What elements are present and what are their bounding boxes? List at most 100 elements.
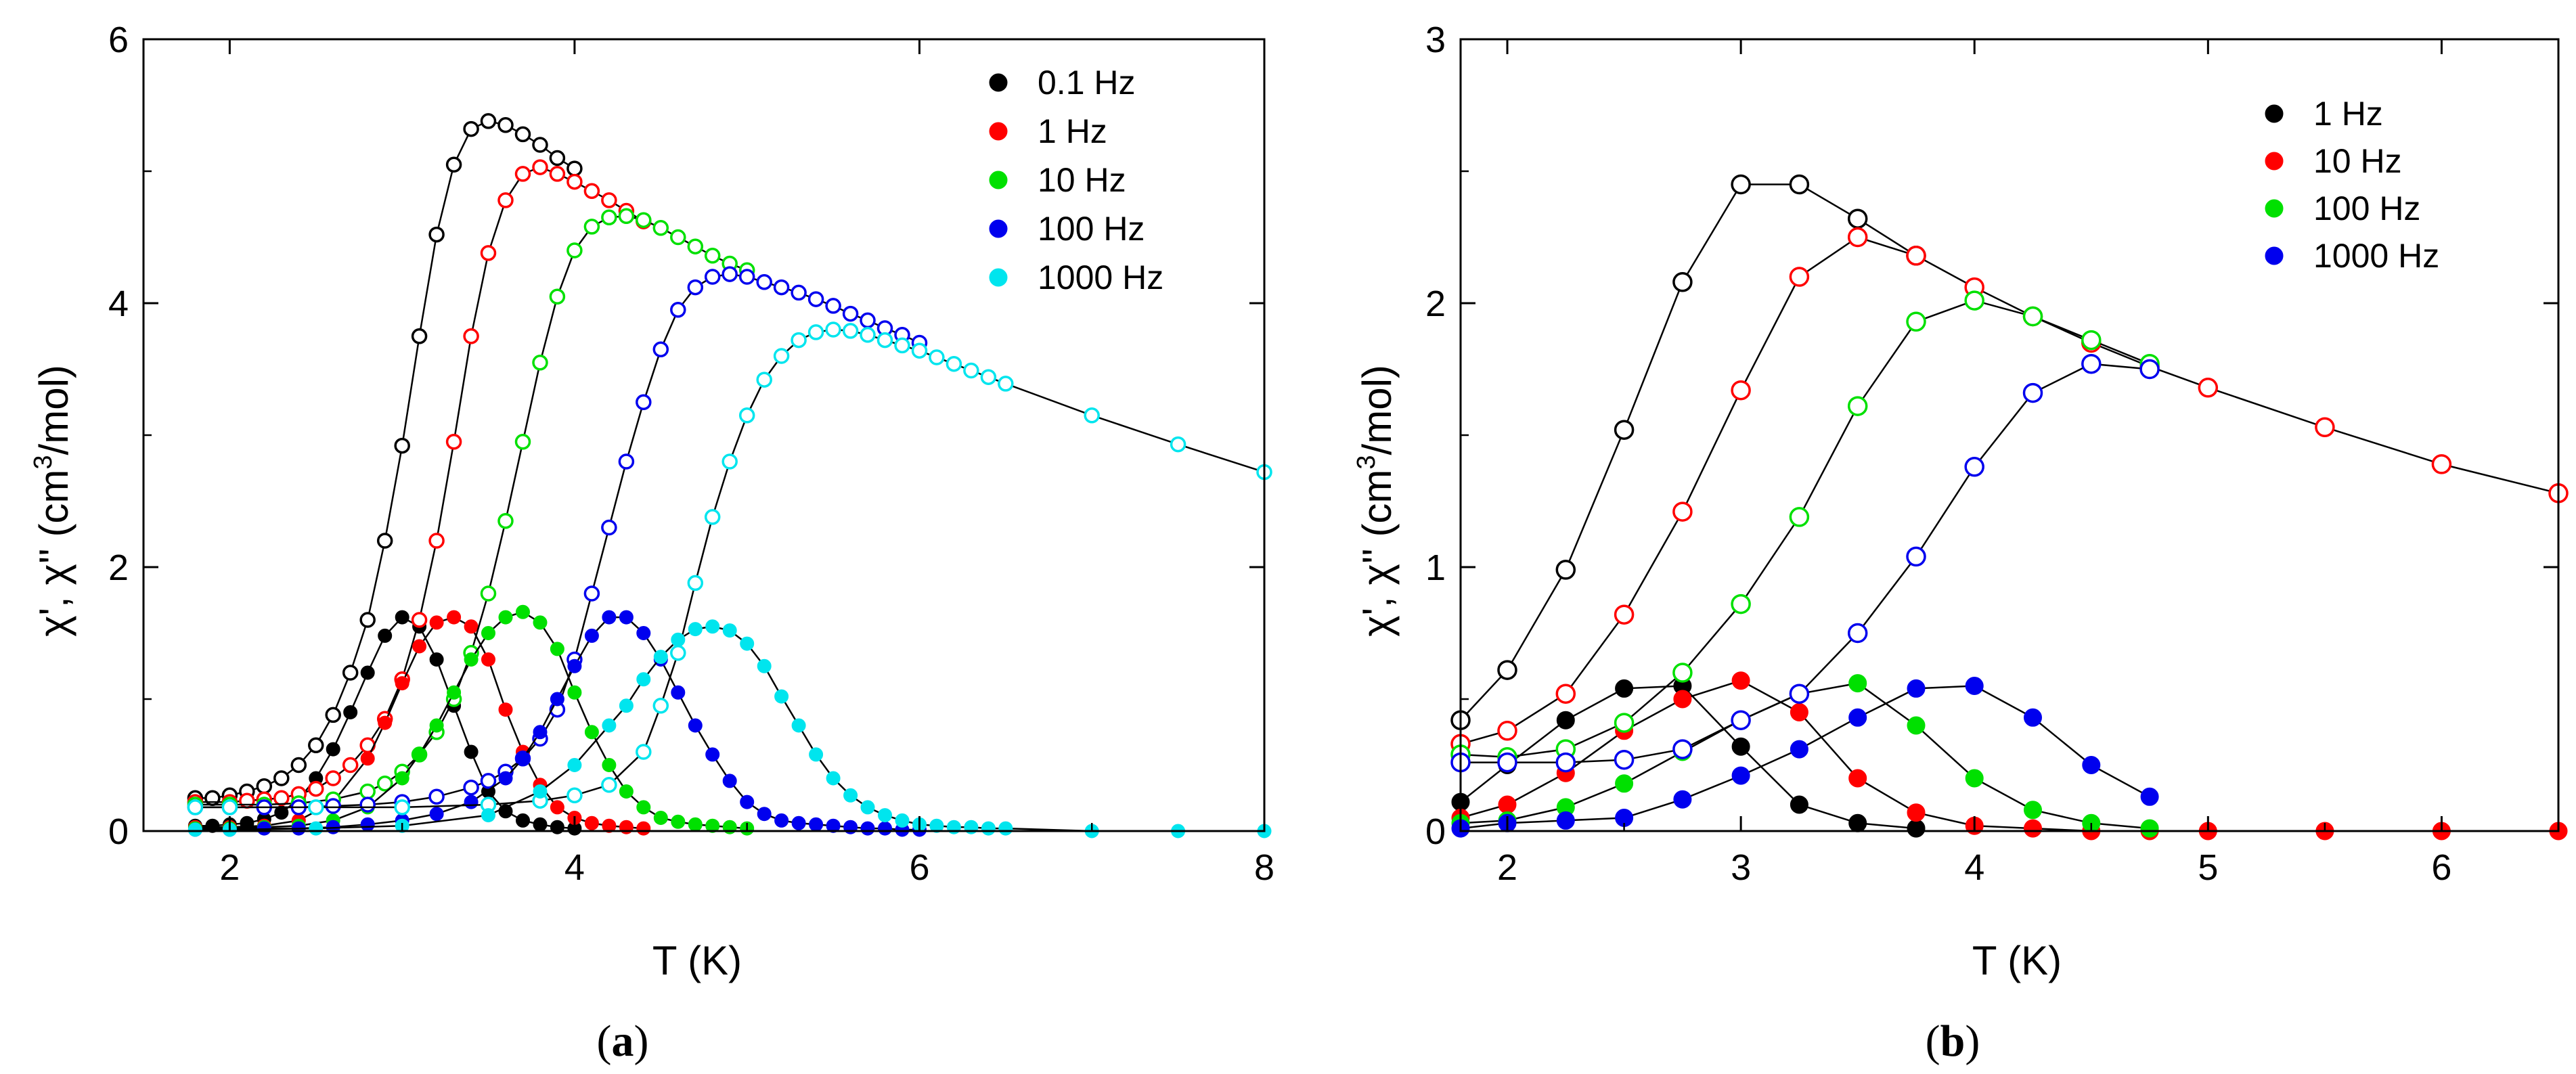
panel-b-legend-label-2: 100 Hz [2313, 189, 2420, 227]
panel-a-point-in-phase [980, 369, 997, 385]
panel-b-point-in-phase [2139, 359, 2160, 380]
panel-b-point-out-of-phase [1498, 795, 1517, 814]
panel-a-line-in-phase-2 [195, 215, 748, 806]
panel-b-point-in-phase [2022, 306, 2043, 327]
panel-a-legend-marker-1 [989, 122, 1008, 141]
panel-a-point-out-of-phase [653, 650, 668, 665]
panel-a-legend-marker-0 [989, 73, 1008, 92]
panel-a-point-out-of-phase [895, 813, 910, 828]
panel-a-point-out-of-phase [481, 626, 495, 640]
panel-b-point-in-phase [1497, 721, 1517, 741]
panel-b-legend-marker-2 [2265, 199, 2284, 218]
panel-a-label: (a) [597, 1016, 649, 1066]
panel-a-point-out-of-phase [826, 771, 841, 786]
panel-b-point-in-phase [1906, 546, 1926, 567]
panel-a-point-out-of-phase [464, 744, 479, 759]
panel-a-point-in-phase [807, 324, 824, 340]
panel-a-point-in-phase [825, 321, 841, 338]
panel-a-point-in-phase [480, 245, 497, 261]
panel-a-point-out-of-phase [378, 628, 393, 643]
panel-b-point-in-phase [1497, 752, 1517, 773]
panel-a-point-out-of-phase [516, 813, 530, 828]
panel-a-point-out-of-phase [395, 610, 409, 625]
panel-a-point-out-of-phase [653, 811, 668, 825]
panel-a-point-out-of-phase [981, 821, 996, 836]
panel-a-point-out-of-phase [550, 642, 564, 656]
panel-a-point-out-of-phase [567, 658, 582, 673]
panel-a-point-in-phase [721, 266, 738, 282]
panel-b-point-in-phase [1672, 663, 1693, 683]
panel-b-point-in-phase [1906, 246, 1926, 266]
panel-a-point-in-phase [549, 166, 566, 182]
panel-a-point-out-of-phase [481, 652, 495, 667]
panel-b-ytick-label: 1 [1425, 547, 1446, 588]
panel-a-xtick-label: 8 [1254, 847, 1274, 888]
panel-a-point-in-phase [652, 698, 669, 714]
panel-a-point-out-of-phase [429, 718, 444, 733]
panel-b-point-out-of-phase [1790, 703, 1808, 721]
panel-a-point-out-of-phase [757, 658, 772, 673]
panel-a-point-in-phase [998, 376, 1014, 392]
panel-a-point-in-phase [359, 612, 376, 628]
panel-a-point-out-of-phase [533, 725, 548, 740]
panel-a-point-out-of-phase [309, 821, 324, 836]
panel-a-point-in-phase [480, 113, 497, 129]
panel-a-point-out-of-phase [671, 632, 686, 647]
panel-b-point-in-phase [2081, 353, 2102, 374]
panel-a-point-out-of-phase [412, 747, 427, 762]
panel-a-point-out-of-phase [464, 795, 479, 809]
panel-a-point-in-phase [842, 323, 859, 339]
panel-a-point-out-of-phase [998, 821, 1013, 836]
panel-b-point-out-of-phase [1731, 766, 1750, 785]
panel-a-point-in-phase [273, 790, 290, 807]
panel-a-point-out-of-phase [343, 705, 358, 719]
panel-a-point-out-of-phase [722, 623, 737, 638]
panel-a-point-in-phase [376, 776, 393, 792]
panel-a-point-out-of-phase [860, 800, 875, 815]
panel-a-point-in-phase [756, 372, 772, 388]
panel-a-point-in-phase [618, 208, 635, 225]
panel-a-point-out-of-phase [326, 742, 340, 757]
panel-a-ytick-label: 2 [108, 547, 129, 588]
panel-a-point-in-phase [842, 305, 859, 322]
panel-b-point-in-phase [2022, 382, 2043, 403]
panel-b-point-out-of-phase [1907, 716, 1926, 735]
panel-a-ylabel: χ', χ'' (cm3/mol) [29, 365, 76, 637]
panel-a-point-in-phase [1084, 407, 1100, 424]
panel-b-legend-marker-1 [2265, 152, 2284, 171]
panel-a-point-out-of-phase [567, 685, 582, 700]
panel-a-point-out-of-phase [740, 636, 755, 651]
panel-b-point-out-of-phase [1790, 795, 1808, 814]
panel-b-ylabel-part2: /mol) [1354, 365, 1400, 455]
panel-a-point-in-phase [636, 212, 652, 228]
panel-a-point-in-phase [773, 348, 790, 364]
panel-a-point-in-phase [670, 229, 686, 246]
panel-b-point-in-phase [2315, 417, 2335, 438]
panel-b-point-out-of-phase [1848, 674, 1867, 693]
panel-a-point-out-of-phase [791, 815, 806, 830]
panel-a-point-in-phase [514, 434, 531, 450]
panel-b-point-out-of-phase [1907, 803, 1926, 822]
panel-b-point-in-phase [2198, 378, 2219, 398]
panel-a-point-out-of-phase [533, 817, 548, 832]
panel-a-point-in-phase [445, 434, 462, 450]
panel-b-point-in-phase [1614, 749, 1635, 770]
panel-a-legend-label-3: 100 Hz [1038, 210, 1145, 248]
panel-a-point-in-phase [567, 242, 583, 259]
panel-a-point-out-of-phase [395, 771, 409, 786]
panel-b-point-out-of-phase [1907, 819, 1926, 838]
panel-a-point-out-of-phase [533, 784, 548, 799]
panel-a-point-in-phase [532, 159, 548, 175]
panel-b-line-in-phase-0 [1460, 183, 1917, 721]
panel-b-point-out-of-phase [1615, 679, 1634, 698]
panel-a-point-out-of-phase [550, 800, 564, 815]
panel-a-point-in-phase [549, 288, 566, 305]
panel-a-point-in-phase [497, 192, 514, 208]
panel-a-point-out-of-phase [602, 610, 617, 625]
panel-b-point-in-phase [2081, 330, 2102, 351]
panel-a-point-in-phase [428, 226, 445, 243]
panel-a-point-in-phase [704, 269, 721, 285]
panel-b-point-in-phase [1614, 713, 1635, 733]
panel-a-point-in-phase [583, 585, 600, 602]
panel-a-point-in-phase [738, 269, 755, 285]
